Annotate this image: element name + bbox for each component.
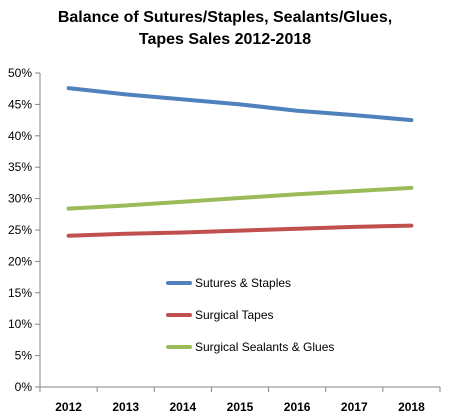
x-tick-label: 2017: [341, 400, 368, 414]
y-tick-label: 50%: [8, 66, 32, 80]
y-tick-label: 40%: [8, 129, 32, 143]
x-tick-label: 2018: [398, 400, 425, 414]
y-tick-label: 30%: [8, 192, 32, 206]
x-tick-label: 2015: [227, 400, 254, 414]
y-tick-label: 15%: [8, 286, 32, 300]
series-layer: [66, 86, 414, 238]
x-tick-label: 2014: [170, 400, 197, 414]
chart-title-line-2: Tapes Sales 2012-2018: [139, 31, 311, 48]
x-tick-label: 2016: [284, 400, 311, 414]
series-line-1: [66, 86, 414, 123]
x-tick-label: 2012: [55, 400, 82, 414]
y-tick-label: 0%: [15, 380, 33, 394]
legend-label-1: Sutures & Staples: [195, 276, 291, 290]
y-tick-label: 10%: [8, 317, 32, 331]
chart-title-line-1: Balance of Sutures/Staples, Sealants/Glu…: [58, 9, 392, 26]
y-tick-label: 5%: [15, 349, 33, 363]
y-tick-label: 25%: [8, 223, 32, 237]
series-line-2: [66, 223, 414, 238]
axes: 0% 5% 10% 15% 20% 25% 30% 35% 40% 45% 50% 2012 2013 2…: [8, 66, 441, 414]
legend-label-3: Surgical Sealants & Glues: [195, 340, 334, 354]
y-tick-label: 35%: [8, 160, 32, 174]
x-tick-label: 2013: [112, 400, 139, 414]
series-line-3: [66, 185, 414, 211]
legend: Sutures & Staples Surgical Tapes Surgical …: [166, 276, 334, 354]
legend-label-2: Surgical Tapes: [195, 308, 274, 322]
y-tick-label: 20%: [8, 254, 32, 268]
y-tick-label: 45%: [8, 97, 32, 111]
